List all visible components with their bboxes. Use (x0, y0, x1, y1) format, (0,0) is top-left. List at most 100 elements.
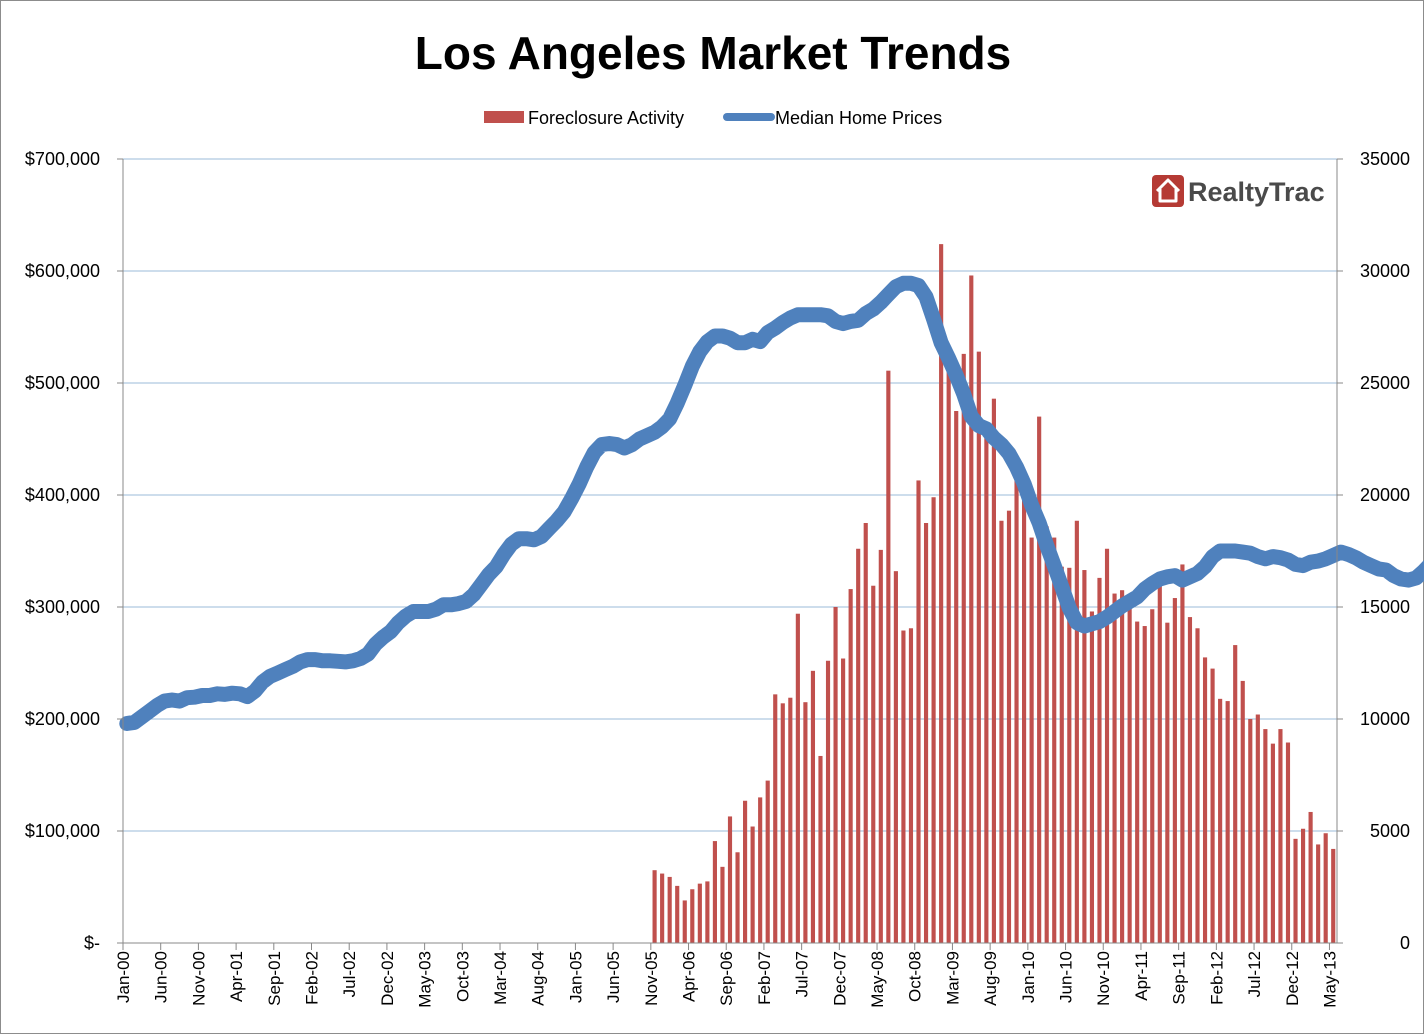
foreclosure-bar (1195, 628, 1200, 943)
x-axis-tick-label: Dec-07 (830, 951, 849, 1006)
x-axis-tick-label: Oct-03 (453, 951, 472, 1002)
right-axis-tick-label: 25000 (1360, 373, 1410, 393)
foreclosure-bar (1150, 609, 1155, 943)
foreclosure-bar (1187, 617, 1193, 943)
left-axis-tick-label: $100,000 (25, 821, 100, 841)
foreclosure-bar (1202, 657, 1208, 943)
foreclosure-bar (984, 432, 989, 943)
foreclosure-bar (878, 549, 883, 943)
foreclosure-bar (871, 585, 876, 943)
house-icon (1155, 178, 1181, 203)
right-axis-tick-label: 35000 (1360, 149, 1410, 169)
foreclosure-bar (1255, 714, 1260, 943)
foreclosure-bar (908, 628, 914, 943)
foreclosure-bar (954, 411, 959, 943)
x-axis-tick-label: Jun-00 (152, 951, 171, 1003)
foreclosure-bar (803, 702, 808, 943)
foreclosure-bar (743, 800, 748, 943)
foreclosure-bar (1097, 577, 1102, 943)
foreclosure-bar (1263, 729, 1268, 943)
left-axis-tick-label: $600,000 (25, 261, 100, 281)
median-price-line (119, 275, 1424, 731)
foreclosure-bar (690, 889, 695, 943)
x-axis-tick-label: Jul-07 (793, 951, 812, 997)
x-axis-tick-label: Jan-10 (1019, 951, 1038, 1003)
foreclosure-bar (1022, 479, 1027, 943)
legend-swatch-foreclosure (484, 111, 524, 123)
foreclosure-bar (1248, 719, 1253, 943)
foreclosure-bar (1172, 598, 1177, 943)
foreclosure-bar (1210, 668, 1215, 943)
foreclosure-bar (652, 870, 657, 943)
left-axis-tick-label: $200,000 (25, 709, 100, 729)
foreclosure-bar (931, 497, 936, 943)
foreclosure-bar (720, 866, 725, 943)
x-axis-labels: Jan-00 Jun-00 Nov-00 Apr-01 Sep-01 Feb-02 Jul-… (114, 943, 1340, 1008)
foreclosure-bar (1044, 526, 1049, 943)
foreclosure-bar (939, 244, 944, 943)
x-axis-tick-label: Oct-08 (906, 951, 925, 1002)
x-axis-tick-label: May-03 (416, 951, 435, 1008)
x-axis-tick-label: Jul-12 (1245, 951, 1264, 997)
foreclosure-bar (750, 826, 755, 943)
foreclosure-bar (1300, 828, 1306, 943)
foreclosure-bar (1278, 729, 1283, 943)
left-axis-tick-label: $500,000 (25, 373, 100, 393)
foreclosure-bar (1180, 564, 1185, 943)
right-axis-tick-label: 5000 (1370, 821, 1410, 841)
foreclosure-bar (893, 571, 898, 943)
x-axis-tick-label: Jan-05 (566, 951, 585, 1003)
foreclosure-bar (1120, 590, 1125, 943)
foreclosure-bar (1157, 584, 1162, 943)
foreclosure-bar (969, 275, 974, 944)
x-axis-tick-label: Nov-10 (1094, 951, 1113, 1006)
foreclosure-bar (848, 589, 853, 943)
x-axis-tick-label: May-08 (868, 951, 887, 1008)
foreclosure-bar (825, 660, 831, 943)
x-axis-tick-label: Nov-05 (642, 951, 661, 1006)
x-axis-tick-label: Sep-06 (717, 951, 736, 1006)
axes (117, 158, 1343, 944)
foreclosure-bar (675, 885, 680, 943)
x-axis-tick-label: Mar-09 (943, 951, 962, 1005)
foreclosure-bar (923, 523, 929, 943)
x-axis-tick-label: Aug-09 (981, 951, 1000, 1006)
foreclosure-bar (818, 755, 823, 943)
left-axis-tick-label: $700,000 (25, 149, 100, 169)
foreclosure-bar (1089, 611, 1095, 943)
foreclosure-bar (758, 797, 763, 943)
foreclosure-bar (1006, 510, 1012, 943)
foreclosure-bar (1052, 537, 1057, 943)
foreclosure-bar (886, 370, 891, 943)
left-axis-tick-label: $300,000 (25, 597, 100, 617)
foreclosure-bar (1270, 743, 1275, 943)
x-axis-tick-label: Aug-04 (529, 951, 548, 1006)
x-axis-tick-label: Apr-01 (227, 951, 246, 1002)
x-axis-tick-label: Mar-04 (491, 951, 510, 1005)
x-axis-tick-label: Feb-12 (1207, 951, 1226, 1005)
foreclosure-bar (795, 613, 800, 943)
foreclosure-bar (667, 876, 672, 943)
right-axis-tick-label: 15000 (1360, 597, 1410, 617)
foreclosure-bar (727, 816, 733, 943)
x-axis-tick-label: Dec-12 (1283, 951, 1302, 1006)
foreclosure-bar (1104, 548, 1110, 943)
foreclosure-bar (916, 480, 921, 943)
logo-text: RealtyTrac (1188, 177, 1325, 207)
foreclosure-bar (735, 852, 740, 943)
foreclosure-bar (1240, 680, 1245, 943)
right-axis-labels: 0 5000 10000 15000 20000 25000 30000 35000 (1360, 149, 1410, 953)
x-axis-tick-label: May-13 (1321, 951, 1340, 1008)
foreclosure-bar (856, 548, 861, 943)
foreclosure-bar (1112, 593, 1117, 943)
foreclosure-bar (833, 607, 838, 943)
foreclosure-bar (810, 670, 816, 943)
foreclosure-bar (697, 883, 702, 943)
left-axis-tick-label: $- (84, 933, 100, 953)
x-axis-tick-label: Jun-10 (1057, 951, 1076, 1003)
legend: Foreclosure Activity Median Home Prices (484, 108, 942, 128)
x-axis-tick-label: Sep-01 (265, 951, 284, 1006)
foreclosure-bar (682, 900, 687, 943)
foreclosure-bar (1142, 626, 1147, 943)
